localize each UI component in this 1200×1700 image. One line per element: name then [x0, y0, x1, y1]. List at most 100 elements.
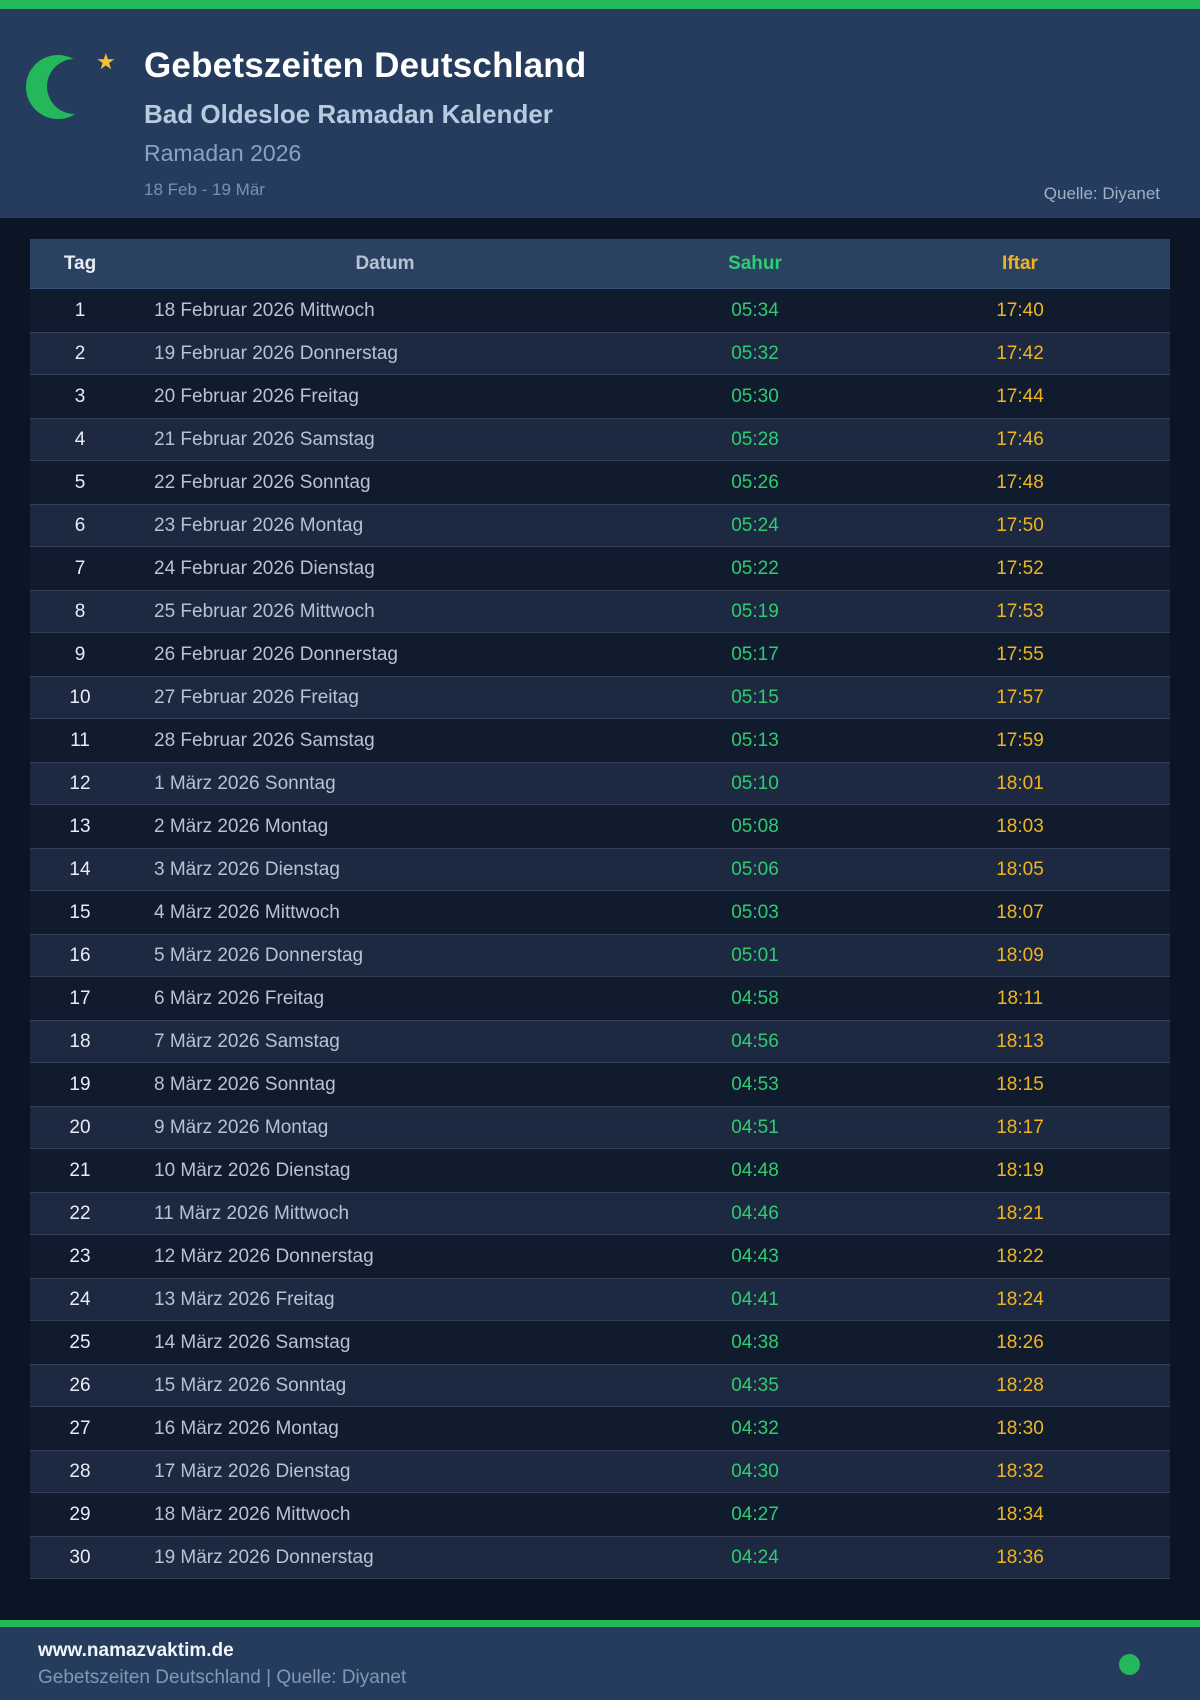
iftar-time: 17:44 [996, 385, 1044, 407]
table-row: 25 14 März 2026 Samstag 04:38 18:26 [30, 1321, 1170, 1364]
day-number: 21 [69, 1159, 91, 1181]
day-number: 10 [69, 686, 91, 708]
iftar-time: 17:48 [996, 471, 1044, 493]
date-cell: 19 Februar 2026 Donnerstag [154, 342, 398, 364]
iftar-time: 18:28 [996, 1374, 1044, 1396]
day-number: 28 [69, 1460, 91, 1482]
table-row: 21 10 März 2026 Dienstag 04:48 18:19 [30, 1149, 1170, 1192]
date-cell: 18 März 2026 Mittwoch [154, 1503, 351, 1525]
table-row: 4 21 Februar 2026 Samstag 05:28 17:46 [30, 418, 1170, 461]
day-number: 14 [69, 858, 91, 880]
day-number: 16 [69, 944, 91, 966]
sahur-time: 05:10 [731, 772, 779, 794]
iftar-time: 17:55 [996, 643, 1044, 665]
table-row: 19 8 März 2026 Sonntag 04:53 18:15 [30, 1063, 1170, 1106]
date-cell: 9 März 2026 Montag [154, 1116, 329, 1138]
page-footer: www.namazvaktim.de Gebetszeiten Deutschl… [0, 1627, 1200, 1700]
iftar-time: 17:53 [996, 600, 1044, 622]
iftar-time: 17:52 [996, 557, 1044, 579]
iftar-time: 18:30 [996, 1417, 1044, 1439]
sahur-time: 04:48 [731, 1159, 779, 1181]
table-row: 7 24 Februar 2026 Dienstag 05:22 17:52 [30, 547, 1170, 590]
header-text-block: Gebetszeiten Deutschland Bad Oldesloe Ra… [144, 46, 586, 200]
iftar-time: 18:13 [996, 1030, 1044, 1052]
date-cell: 13 März 2026 Freitag [154, 1288, 335, 1310]
iftar-time: 18:05 [996, 858, 1044, 880]
date-cell: 19 März 2026 Donnerstag [154, 1546, 374, 1568]
day-number: 15 [69, 901, 91, 923]
day-number: 30 [69, 1546, 91, 1568]
sahur-time: 05:13 [731, 729, 779, 751]
day-number: 23 [69, 1245, 91, 1267]
date-cell: 25 Februar 2026 Mittwoch [154, 600, 375, 622]
table-row: 10 27 Februar 2026 Freitag 05:15 17:57 [30, 676, 1170, 719]
iftar-time: 17:42 [996, 342, 1044, 364]
table-row: 22 11 März 2026 Mittwoch 04:46 18:21 [30, 1192, 1170, 1235]
page-subtitle: Bad Oldesloe Ramadan Kalender [144, 98, 553, 129]
sahur-time: 04:46 [731, 1202, 779, 1224]
green-dot-icon [1119, 1654, 1140, 1675]
date-cell: 20 Februar 2026 Freitag [154, 385, 359, 407]
star-icon: ★ [96, 49, 116, 74]
column-header-datum: Datum [355, 252, 415, 274]
date-cell: 11 März 2026 Mittwoch [154, 1202, 350, 1224]
column-header-sahur: Sahur [728, 252, 782, 274]
table-row: 20 9 März 2026 Montag 04:51 18:17 [30, 1106, 1170, 1149]
date-cell: 8 März 2026 Sonntag [154, 1073, 336, 1095]
date-cell: 7 März 2026 Samstag [154, 1030, 340, 1052]
table-row: 14 3 März 2026 Dienstag 05:06 18:05 [30, 848, 1170, 891]
day-number: 29 [69, 1503, 91, 1525]
sahur-time: 04:24 [731, 1546, 779, 1568]
date-cell: 14 März 2026 Samstag [154, 1331, 351, 1353]
day-number: 7 [74, 557, 86, 579]
date-cell: 24 Februar 2026 Dienstag [154, 557, 375, 579]
sahur-time: 04:27 [731, 1503, 779, 1525]
day-number: 4 [74, 428, 86, 450]
date-cell: 5 März 2026 Donnerstag [154, 944, 364, 966]
website-link[interactable]: www.namazvaktim.de [38, 1640, 234, 1661]
day-number: 8 [74, 600, 86, 622]
date-cell: 22 Februar 2026 Sonntag [154, 471, 371, 493]
date-range: 18 Feb - 19 Mär [144, 180, 265, 200]
date-cell: 23 Februar 2026 Montag [154, 514, 364, 536]
day-number: 20 [69, 1116, 91, 1138]
table-row: 13 2 März 2026 Montag 05:08 18:03 [30, 805, 1170, 848]
sahur-time: 05:22 [731, 557, 779, 579]
date-cell: 15 März 2026 Sonntag [154, 1374, 347, 1396]
iftar-time: 18:03 [996, 815, 1044, 837]
iftar-time: 18:19 [996, 1159, 1044, 1181]
sahur-time: 04:30 [731, 1460, 779, 1482]
iftar-time: 17:50 [996, 514, 1044, 536]
date-cell: 26 Februar 2026 Donnerstag [154, 643, 398, 665]
iftar-time: 18:24 [996, 1288, 1044, 1310]
table-row: 24 13 März 2026 Freitag 04:41 18:24 [30, 1278, 1170, 1321]
table-row: 12 1 März 2026 Sonntag 05:10 18:01 [30, 762, 1170, 805]
footer-accent-bar [0, 1620, 1200, 1627]
date-cell: 1 März 2026 Sonntag [154, 772, 336, 794]
iftar-time: 18:36 [996, 1546, 1044, 1568]
sahur-time: 04:43 [731, 1245, 779, 1267]
iftar-time: 18:11 [996, 987, 1044, 1009]
sahur-time: 05:03 [731, 901, 779, 923]
date-cell: 16 März 2026 Montag [154, 1417, 339, 1439]
day-number: 22 [69, 1202, 91, 1224]
day-number: 5 [74, 471, 86, 493]
sahur-time: 05:34 [731, 299, 779, 321]
sahur-time: 05:15 [731, 686, 779, 708]
table-row: 27 16 März 2026 Montag 04:32 18:30 [30, 1407, 1170, 1450]
sahur-time: 04:32 [731, 1417, 779, 1439]
date-cell: 3 März 2026 Dienstag [154, 858, 340, 880]
iftar-time: 17:57 [996, 686, 1044, 708]
day-number: 18 [69, 1030, 91, 1052]
iftar-time: 18:32 [996, 1460, 1044, 1482]
day-number: 11 [70, 729, 90, 751]
sahur-time: 04:53 [731, 1073, 779, 1095]
iftar-time: 18:15 [996, 1073, 1044, 1095]
date-cell: 21 Februar 2026 Samstag [154, 428, 375, 450]
sahur-time: 05:28 [731, 428, 779, 450]
top-accent-bar [0, 0, 1200, 9]
table-row: 5 22 Februar 2026 Sonntag 05:26 17:48 [30, 461, 1170, 504]
table-row: 1 18 Februar 2026 Mittwoch 05:34 17:40 [30, 289, 1170, 332]
day-number: 13 [69, 815, 91, 837]
day-number: 1 [74, 299, 86, 321]
